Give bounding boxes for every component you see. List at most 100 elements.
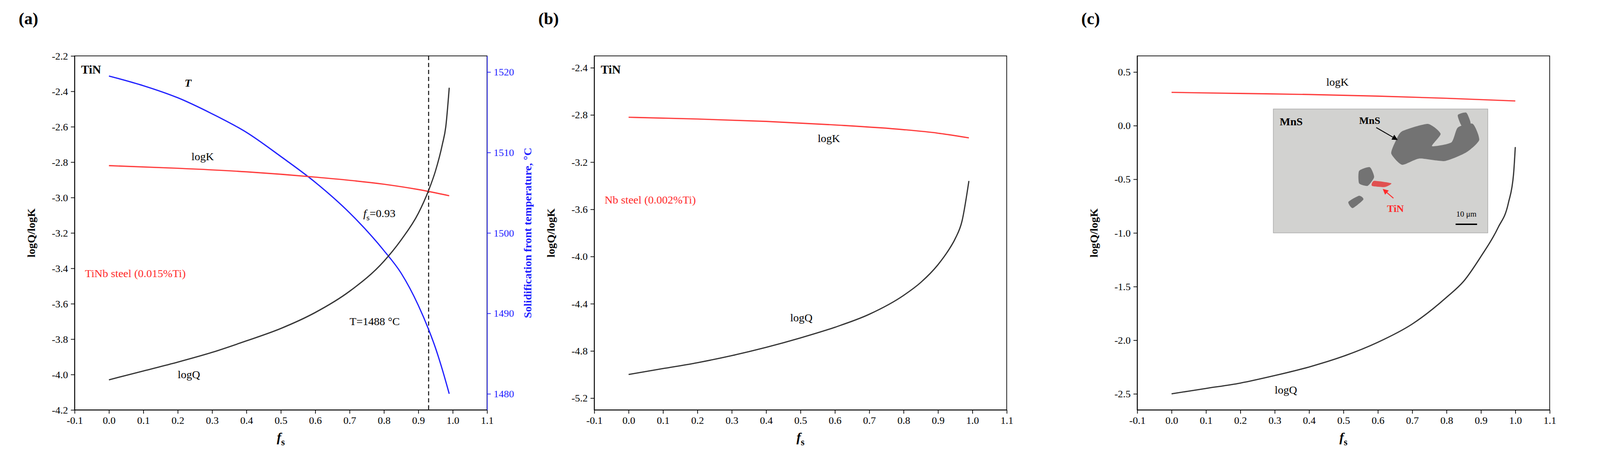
tick: 1490 bbox=[487, 307, 515, 320]
tick-mark bbox=[487, 393, 491, 395]
tick-label: -4.2 bbox=[51, 404, 69, 417]
tick: -0.5 bbox=[1114, 173, 1138, 186]
panel: -0.10.00.10.20.30.40.50.60.70.80.91.01.1… bbox=[544, 55, 1014, 448]
tick: 0.9 bbox=[1474, 410, 1488, 427]
inset-background bbox=[1273, 109, 1488, 234]
tick: 1480 bbox=[487, 388, 515, 400]
tick-mark bbox=[1412, 410, 1414, 414]
tick-label: -2.2 bbox=[51, 50, 69, 62]
inset-label: 10 μm bbox=[1455, 209, 1477, 219]
tick-mark bbox=[1205, 410, 1207, 414]
tick-mark bbox=[903, 410, 905, 414]
series-label: logQ bbox=[177, 368, 200, 381]
tick: -2.8 bbox=[571, 109, 595, 121]
chart-title: TiN bbox=[81, 62, 102, 77]
tick: -2.4 bbox=[571, 61, 595, 74]
tick: 1.1 bbox=[480, 410, 495, 427]
tick: 0.6 bbox=[828, 410, 842, 427]
tick-mark bbox=[1515, 410, 1517, 414]
tick-label: -3.2 bbox=[51, 227, 69, 240]
tick-mark bbox=[590, 303, 595, 305]
tick-mark bbox=[70, 303, 75, 305]
tick: -0.1 bbox=[586, 410, 603, 427]
tick-label: -3.6 bbox=[51, 298, 69, 310]
y-axis-title: logQ/logK bbox=[1087, 208, 1100, 258]
series-line bbox=[628, 181, 969, 375]
chart-title: TiN bbox=[600, 62, 621, 77]
tick-mark bbox=[628, 410, 630, 414]
tick-label: 0.3 bbox=[725, 414, 739, 427]
x-axis: -0.10.00.10.20.30.40.50.60.70.80.91.01.1 bbox=[586, 410, 1014, 427]
tick: 0.0 bbox=[1165, 410, 1179, 427]
tick-label: 0.4 bbox=[240, 414, 254, 427]
panel-label: (c) bbox=[1081, 9, 1100, 28]
tick-mark bbox=[766, 410, 768, 414]
tick: -0.1 bbox=[66, 410, 83, 427]
panel: -0.10.00.10.20.30.40.50.60.70.80.91.01.1… bbox=[1087, 55, 1557, 448]
tick: -1.5 bbox=[1114, 281, 1138, 293]
tick: 0.4 bbox=[760, 410, 774, 427]
tick-label: 0.2 bbox=[171, 414, 185, 427]
tick-label: 1.0 bbox=[966, 414, 980, 427]
tick: 0.7 bbox=[863, 410, 877, 427]
tick-mark bbox=[937, 410, 939, 414]
tick-label: 0.0 bbox=[103, 414, 117, 427]
tick-label: -0.1 bbox=[1129, 414, 1146, 427]
tick-label: 0.8 bbox=[1440, 414, 1454, 427]
tick: 0.5 bbox=[1118, 66, 1138, 78]
tick-label: 0.6 bbox=[1371, 414, 1385, 427]
tick: -0.1 bbox=[1129, 410, 1146, 427]
tick-label: -3.2 bbox=[571, 156, 588, 169]
tick-mark bbox=[731, 410, 733, 414]
tick-mark bbox=[487, 71, 491, 73]
tick: 0.1 bbox=[656, 410, 670, 427]
tick-mark bbox=[1343, 410, 1345, 414]
tick-mark bbox=[1133, 340, 1138, 342]
inset-arrow bbox=[1376, 127, 1394, 138]
tick-mark bbox=[590, 67, 595, 69]
tick-label: 1490 bbox=[493, 307, 515, 320]
tick-mark bbox=[1549, 410, 1551, 414]
tick: -3.6 bbox=[51, 298, 75, 310]
plot-area bbox=[1171, 92, 1516, 394]
tick-label: -0.1 bbox=[66, 414, 83, 427]
tick-label: 1510 bbox=[493, 146, 515, 159]
text-part: s bbox=[800, 437, 805, 448]
tick-label: 1.1 bbox=[1543, 414, 1557, 427]
tick: -4.0 bbox=[571, 250, 595, 263]
tick: 0.8 bbox=[897, 410, 911, 427]
tick: 1.1 bbox=[1543, 410, 1557, 427]
tick-label: 1.1 bbox=[480, 414, 495, 427]
tick: -4.8 bbox=[571, 345, 595, 358]
tick: 1500 bbox=[487, 227, 515, 240]
tick-mark bbox=[1171, 410, 1173, 414]
tick: 0.8 bbox=[1440, 410, 1454, 427]
tick: -2.2 bbox=[51, 50, 75, 62]
series-label: logK bbox=[191, 150, 215, 163]
annotation: T=1488 °C bbox=[349, 315, 400, 328]
tick-mark bbox=[1137, 410, 1139, 414]
tick-mark bbox=[590, 350, 595, 352]
tick-label: -1.0 bbox=[1114, 227, 1131, 240]
tick: 0.9 bbox=[931, 410, 945, 427]
tick: 0.5 bbox=[274, 410, 288, 427]
tick: -3.6 bbox=[571, 203, 595, 216]
tick-mark bbox=[1377, 410, 1379, 414]
tick-label: 1480 bbox=[493, 388, 515, 400]
tick-label: 1.1 bbox=[1000, 414, 1014, 427]
x-axis-title: fs bbox=[276, 430, 285, 448]
tick-label: -3.8 bbox=[51, 333, 69, 346]
tick: 0.0 bbox=[622, 410, 636, 427]
tick-label: 0.7 bbox=[863, 414, 877, 427]
tick-label: 1.0 bbox=[446, 414, 460, 427]
plot-frame bbox=[74, 55, 488, 411]
tick-mark bbox=[800, 410, 802, 414]
tick: -3.0 bbox=[51, 192, 75, 204]
tick-mark bbox=[487, 313, 491, 315]
series-label: T bbox=[184, 76, 193, 90]
tick-mark bbox=[590, 256, 595, 258]
tick-mark bbox=[143, 410, 145, 414]
tick-mark bbox=[1240, 410, 1242, 414]
tick-label: 0.0 bbox=[1165, 414, 1179, 427]
tick-label: -4.8 bbox=[571, 345, 588, 358]
